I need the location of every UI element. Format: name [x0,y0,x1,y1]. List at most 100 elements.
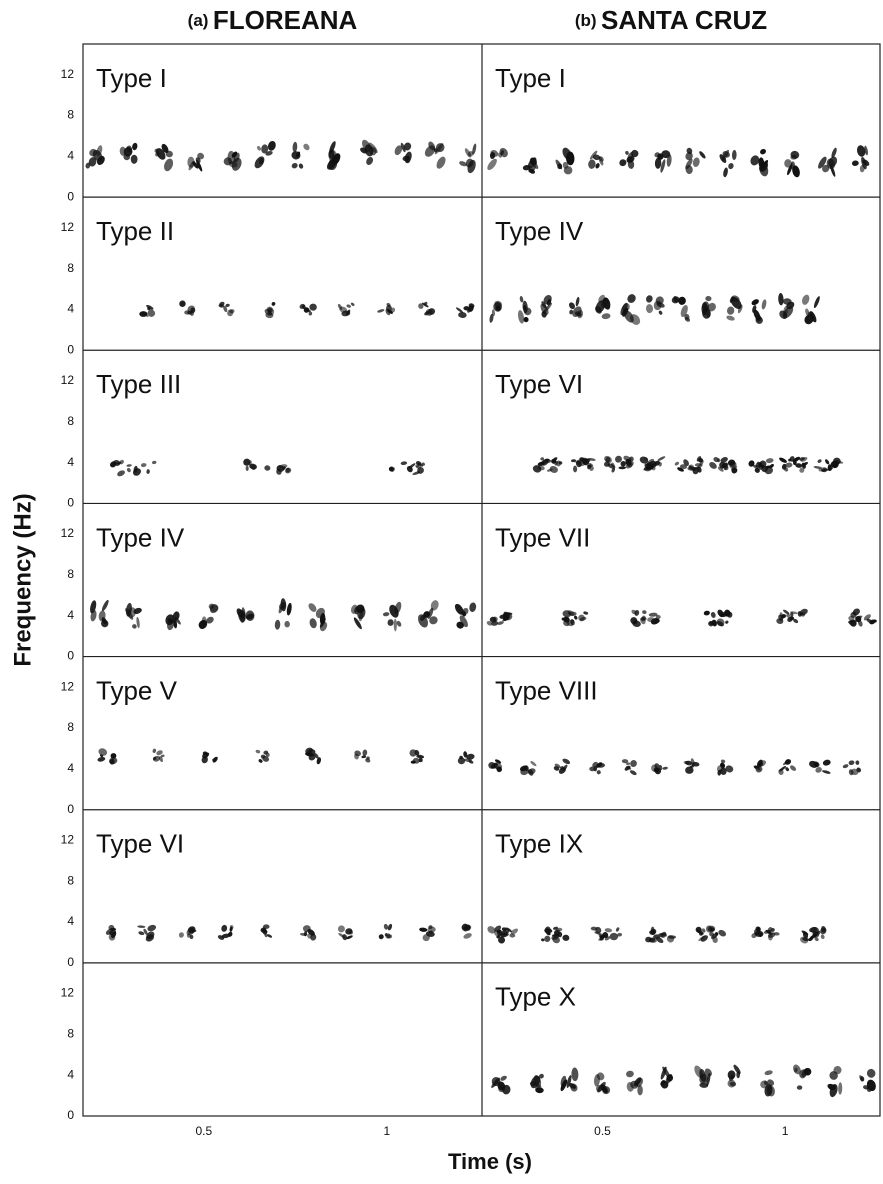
syllable [829,1071,838,1080]
syllable [725,620,729,624]
y-tick-label: 8 [67,1026,74,1040]
syllable [571,459,576,463]
syllable [630,760,637,767]
syllable [396,620,402,627]
syllable [834,460,844,464]
syllable [190,307,196,313]
syllable [425,309,433,316]
syllable [206,616,214,624]
syllable [412,757,420,764]
syllable [654,157,662,169]
syllable [187,310,192,315]
syllable [466,753,475,760]
syllable [98,748,108,756]
syllable [789,616,795,621]
syllable [245,465,249,471]
syllable [400,461,408,466]
syllable [587,457,596,461]
syllable [117,470,125,477]
syllable [779,457,787,463]
syllable [156,750,163,756]
syllable [145,934,155,942]
syllable [535,1084,542,1092]
syllable [700,935,708,942]
syllable [604,936,611,941]
spectrogram [109,458,425,477]
x-tick-label: 0.5 [195,1124,212,1138]
syllable [588,159,596,169]
syllable [709,462,717,469]
syllable [790,154,798,160]
syllable [164,158,174,172]
y-tick-label: 0 [67,342,74,356]
syllable [601,313,611,320]
syllable [863,614,871,621]
syllable [712,936,718,943]
syllable [627,294,636,303]
syllable [753,928,761,936]
syllable [468,760,474,764]
syllable [428,925,433,930]
x-tick-label: 0.5 [594,1124,611,1138]
syllable [694,1065,704,1079]
syllable [494,302,502,312]
syllable [218,304,225,308]
syllable [337,925,345,933]
syllable [266,934,273,938]
syllable [486,621,493,626]
syllable [784,159,792,168]
syllable [308,311,313,316]
syllable [178,932,184,938]
syllable [527,157,537,169]
y-tick-label: 4 [67,761,74,775]
syllable [856,145,866,157]
syllable [260,754,266,759]
spectrogram [488,758,862,776]
syllable [825,459,830,465]
syllable [382,612,390,617]
syllable [109,758,115,765]
syllable [284,620,290,628]
syllable [345,935,353,940]
syllable [309,303,317,311]
syllable [625,150,629,155]
syllable [113,460,121,466]
syllable [152,748,157,753]
syllable [764,1070,773,1076]
syllable [212,756,218,763]
syllable [537,465,545,471]
syllable [751,299,759,306]
syllable [522,164,531,171]
syllable [517,310,525,324]
syllable [265,150,273,156]
syllable [699,151,706,159]
syllable [433,148,438,153]
syllable [429,930,433,934]
syllable [566,621,573,627]
syllable [563,166,573,175]
syllable [457,757,466,765]
syllable [467,159,476,174]
syllable [783,609,790,615]
syllable [430,600,439,611]
syllable [221,933,230,939]
syllable [299,932,308,936]
syllable [779,765,786,772]
syllable [455,307,464,313]
syllable [653,934,661,939]
syllable [225,303,230,307]
syllable [767,1079,775,1086]
syllable [110,927,117,931]
syllable [133,465,138,473]
y-tick-label: 8 [67,261,74,275]
syllable [605,456,611,463]
syllable [562,934,570,941]
syllable [711,619,717,626]
y-tick-label: 0 [67,189,74,203]
syllable [349,930,354,935]
syllable [326,159,336,170]
syllable [786,613,790,618]
panel-name: SANTA CRUZ [601,5,767,35]
syllable [278,605,284,614]
syllable [522,300,528,314]
